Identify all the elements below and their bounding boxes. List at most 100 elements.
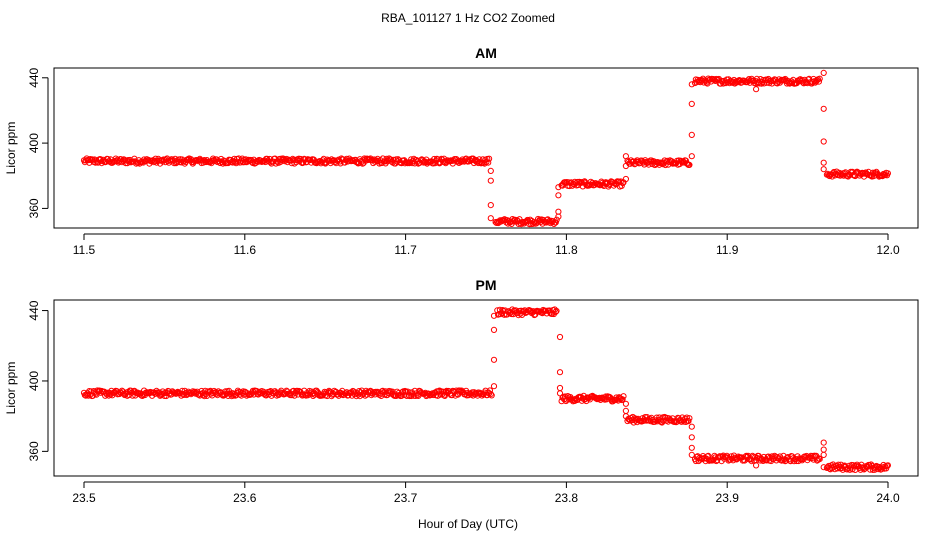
panel-am: AM 11.5 11.6 11.7 11.8 11.9 12.0 360 400 440 Licor… (4, 45, 919, 257)
x-tick-label: 11.7 (394, 243, 417, 257)
panel-pm: PM 23.5 23.6 23.7 23.8 23.9 24.0 360 400 440 Licor… (4, 277, 919, 505)
data-point (353, 393, 360, 400)
data-point (619, 180, 626, 187)
data-point (552, 219, 559, 226)
data-point (622, 153, 630, 160)
data-point (543, 219, 550, 226)
data-point (688, 451, 695, 458)
data-point (622, 407, 630, 414)
data-point (753, 86, 760, 93)
y-tick-label: 360 (27, 198, 41, 218)
data-point (484, 392, 491, 399)
data-point (688, 81, 695, 88)
data-point (618, 396, 625, 404)
data-point (816, 75, 823, 82)
data-point (139, 392, 146, 399)
data-point (485, 159, 492, 166)
y-tick-label: 440 (27, 300, 41, 320)
y-axis: 360 400 440 (27, 300, 49, 461)
data-point (620, 393, 627, 400)
data-point (487, 177, 494, 184)
data-point (556, 333, 564, 341)
data-point (302, 391, 309, 398)
data-point (820, 451, 827, 458)
data-point (820, 138, 827, 145)
data-point (233, 160, 240, 167)
data-point (355, 159, 363, 166)
x-tick-label: 12.0 (876, 243, 900, 257)
data-point (556, 384, 564, 392)
data-point (688, 444, 695, 451)
data-point (619, 396, 626, 403)
data-point (688, 434, 695, 441)
data-point (480, 159, 487, 166)
x-tick-label: 23.9 (716, 491, 740, 505)
data-point (622, 175, 630, 183)
figure-title: RBA_101127 1 Hz CO2 Zoomed (381, 11, 555, 25)
data-point (815, 78, 823, 85)
data-point (180, 391, 187, 398)
data-point (820, 446, 827, 453)
x-tick-label: 23.7 (394, 491, 418, 505)
panel-title: PM (476, 277, 497, 293)
data-point (753, 75, 761, 83)
data-point (654, 418, 661, 425)
data-point (487, 167, 494, 174)
x-tick-label: 11.6 (234, 243, 257, 257)
data-point (490, 383, 498, 390)
data-point (486, 155, 493, 162)
y-axis-label: Licor ppm (4, 122, 18, 175)
data-point (348, 389, 355, 396)
data-point (685, 418, 692, 425)
data-point (310, 392, 317, 399)
data-point (581, 178, 588, 185)
data-point (820, 464, 827, 471)
data-point (820, 69, 827, 77)
y-tick-label: 400 (27, 133, 41, 153)
data-point (688, 100, 695, 108)
data-point (487, 202, 494, 209)
data-point (753, 462, 760, 469)
data-point (820, 166, 827, 173)
data-point (431, 155, 438, 163)
data-point (598, 178, 605, 185)
data-point (383, 155, 390, 162)
data-point (682, 418, 690, 425)
data-point (556, 369, 564, 376)
y-axis: 360 400 440 (27, 67, 49, 218)
data-point (884, 170, 892, 177)
data-point (622, 413, 630, 420)
y-tick-label: 360 (27, 441, 41, 461)
data-point (300, 159, 307, 166)
data-point (618, 182, 625, 189)
data-point (555, 192, 562, 199)
x-tick-label: 11.8 (555, 243, 578, 257)
data-point (727, 77, 734, 85)
x-tick-label: 11.9 (716, 243, 739, 257)
data-point (686, 415, 693, 422)
x-axis: 23.5 23.6 23.7 23.8 23.9 24.0 (72, 481, 900, 505)
data-point (617, 178, 624, 185)
data-point (844, 172, 851, 179)
data-point (552, 308, 559, 315)
data-point (688, 423, 695, 430)
data-point (686, 161, 693, 168)
data-point (490, 312, 498, 319)
data-point (379, 387, 386, 394)
data-points (80, 69, 892, 228)
data-point (481, 160, 488, 167)
data-point (592, 394, 599, 401)
data-point (688, 131, 695, 138)
data-point (487, 215, 494, 222)
y-tick-label: 400 (27, 371, 41, 391)
figure-xlabel: Hour of Day (UTC) (418, 517, 518, 531)
data-point (490, 326, 498, 333)
data-point (820, 439, 827, 446)
data-point (408, 392, 415, 400)
data-point (553, 216, 560, 223)
data-point (820, 105, 827, 112)
data-point (622, 400, 630, 407)
x-tick-label: 11.5 (73, 243, 96, 257)
data-point (678, 418, 685, 425)
